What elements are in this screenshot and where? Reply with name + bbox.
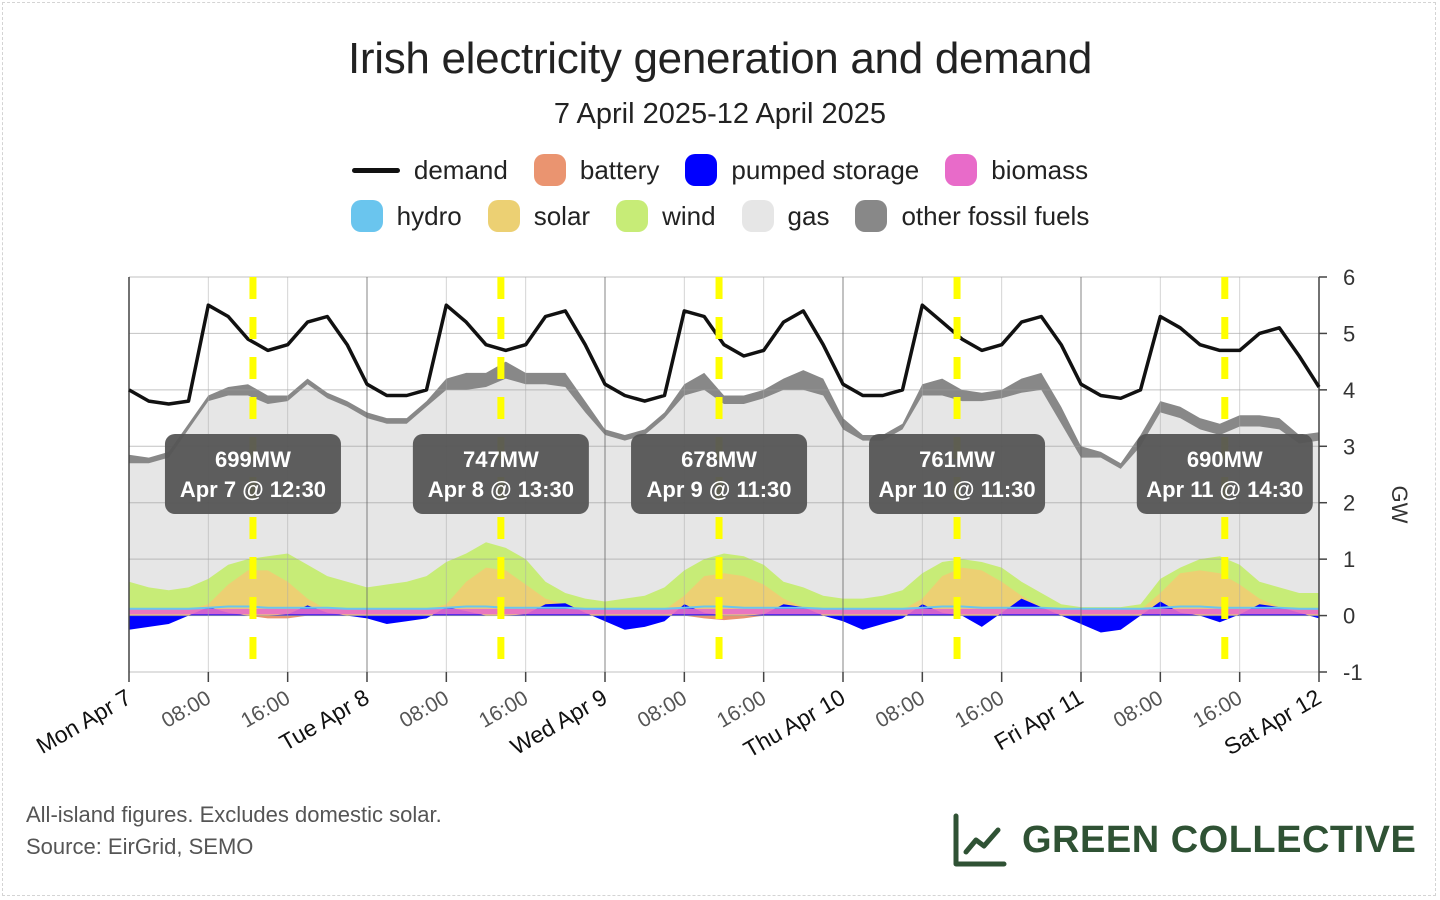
x-tick-label-hour: 16:00 [237,686,294,732]
solar-peak-value: 761MW [919,447,995,472]
y-tick-label: 1 [1343,547,1355,572]
x-tick-label-hour: 16:00 [475,686,532,732]
legend-item-solar[interactable]: solar [487,200,591,232]
solar-peak-time: Apr 8 @ 13:30 [428,477,574,502]
legend-item-gas[interactable]: gas [741,200,830,232]
line-chart-icon [953,813,1007,867]
x-tick-label-hour: 16:00 [1189,686,1246,732]
legend-swatch [945,154,978,186]
solar-peak-time: Apr 11 @ 14:30 [1146,477,1303,502]
solar-peak-callout [1136,434,1313,514]
y-tick-label: 4 [1343,378,1355,403]
y-tick-label: 5 [1343,321,1355,346]
legend-item-biomass[interactable]: biomass [945,154,1088,186]
legend-swatch [685,154,718,186]
legend-item-pumped-storage[interactable]: pumped storage [685,154,919,186]
line-hydro [129,605,1319,610]
legend-item-demand[interactable]: demand [351,154,508,186]
solar-peak-value: 678MW [681,447,757,472]
solar-peak-callout [412,434,589,514]
x-tick-label-day: Tue Apr 8 [275,684,374,756]
legend-item-hydro[interactable]: hydro [350,200,462,232]
legend-line-demand [351,167,400,173]
legend-item-wind[interactable]: wind [616,200,716,232]
solar-peak-time: Apr 10 @ 11:30 [878,477,1035,502]
x-tick-label-hour: 08:00 [872,686,929,732]
legend-label: hydro [396,200,462,231]
legend-row-1: demand battery pumped storage biomass [0,154,1440,186]
line-demand [128,303,1321,406]
x-tick-label-hour: 16:00 [713,686,770,732]
legend-label: pumped storage [731,154,920,185]
solar-peak-time: Apr 9 @ 11:30 [647,477,792,502]
legend-label: solar [533,200,591,231]
legend-row-2: hydro solar wind gas other fossil fuels [0,200,1440,232]
chart-title: Irish electricity generation and demand [347,34,1093,83]
y-tick-label: -1 [1343,660,1363,685]
legend-label: other fossil fuels [901,200,1090,231]
solar-peak-time: Apr 7 @ 12:30 [180,477,326,502]
solar-peak-value: 690MW [1187,447,1263,472]
y-tick-label: 0 [1343,604,1355,629]
y-tick-label: 6 [1343,265,1355,290]
y-axis-label: GW [1387,486,1412,524]
legend-swatch [487,200,520,232]
x-tick-label-hour: 08:00 [634,686,691,732]
y-tick-label: 3 [1343,434,1355,459]
brand-name: GREEN COLLECTIVE [1022,818,1417,861]
legend-swatch [533,154,566,186]
footnote-source: Source: EirGrid, SEMO [26,834,254,859]
x-tick-label-hour: 08:00 [1110,686,1167,732]
legend-label: biomass [991,154,1089,185]
legend-swatch [741,200,774,232]
solar-peak-callout [164,434,341,514]
legend-item-battery[interactable]: battery [533,154,660,186]
legend-swatch [616,200,649,232]
area-battery [129,615,1319,622]
legend-label: wind [662,200,716,231]
area-biomass [129,608,1319,615]
x-tick-label-hour: 16:00 [951,686,1008,732]
solar-peak-value: 699MW [215,447,291,472]
footnote-scope: All-island figures. Excludes domestic so… [26,802,442,827]
legend-label: gas [787,200,830,231]
solar-peak-callout [869,434,1046,514]
y-tick-label: 2 [1343,491,1355,516]
legend-swatch [855,200,888,232]
chart-subtitle: 7 April 2025-12 April 2025 [553,98,887,130]
legend-label: demand [413,154,508,185]
solar-peak-callout [631,434,808,514]
brand-logo: GREEN COLLECTIVE [952,812,1416,868]
x-tick-label-day: Fri Apr 11 [990,684,1088,756]
legend-item-other-fossil-fuels[interactable]: other fossil fuels [855,200,1089,232]
x-tick-label-day: Mon Apr 7 [32,684,136,759]
legend-label: battery [579,154,660,185]
x-tick-label-hour: 08:00 [158,686,215,732]
solar-peak-value: 747MW [463,447,539,472]
legend-swatch [350,200,383,232]
x-tick-label-hour: 08:00 [396,686,453,732]
